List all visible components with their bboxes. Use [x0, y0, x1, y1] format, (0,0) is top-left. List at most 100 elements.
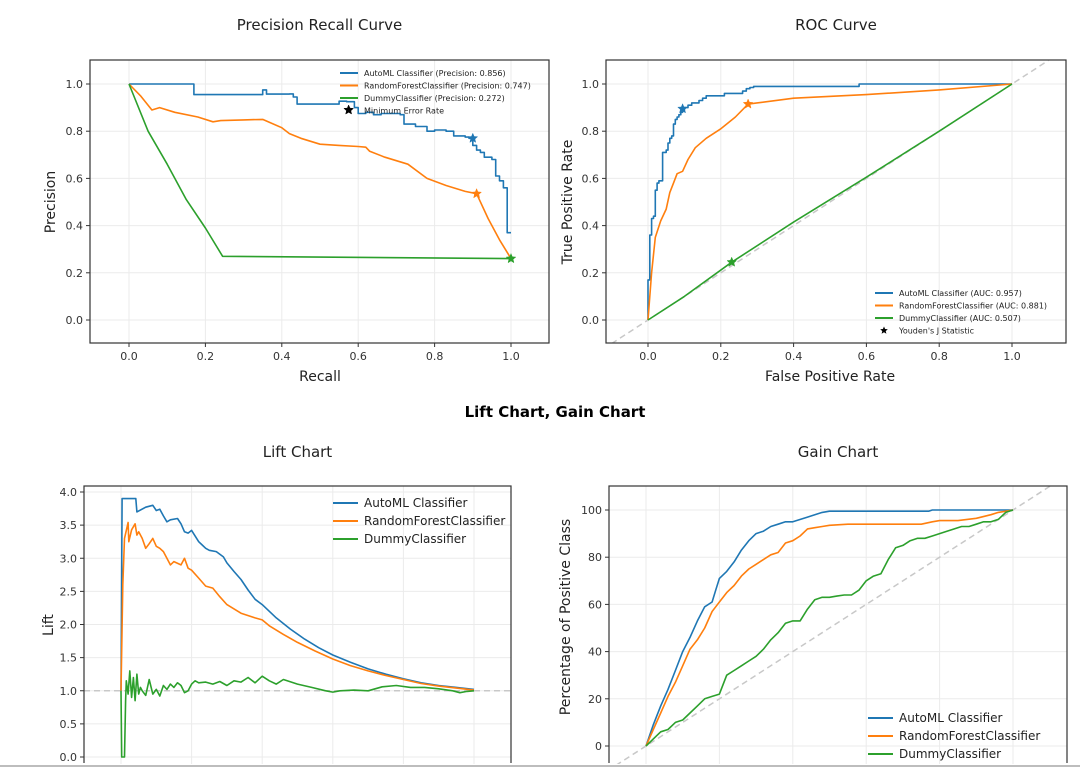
ytick-label: 0.4 — [582, 220, 600, 233]
y-axis-label: True Positive Rate — [560, 140, 576, 266]
series-line-automl — [120, 497, 475, 691]
bottom-divider — [0, 765, 1080, 767]
legend-label: AutoML Classifier — [899, 711, 1003, 725]
ytick-label: 0.2 — [582, 267, 600, 280]
chart-title: Gain Chart — [798, 443, 879, 461]
legend-label: RandomForestClassifier (AUC: 0.881) — [899, 301, 1047, 310]
ytick-label: 0.0 — [60, 751, 78, 764]
chart-title: Lift Chart — [263, 443, 333, 461]
legend-label: Youden's J Statistic — [898, 326, 974, 335]
ytick-label: 4.0 — [60, 486, 78, 499]
series-line-random-forest — [645, 509, 1014, 747]
legend-label: DummyClassifier — [899, 747, 1001, 761]
grid — [606, 60, 1066, 343]
legend-item: AutoML Classifier — [333, 496, 468, 510]
legend-label: AutoML Classifier (AUC: 0.957) — [899, 289, 1022, 298]
ytick-label: 3.5 — [60, 519, 78, 532]
gain-chart: Gain Chart 0 20 40 60 80 100 Percentage of Posi… — [558, 443, 1068, 764]
xtick-label: 0.0 — [639, 350, 657, 363]
legend-item: RandomForestClassifier (AUC: 0.881) — [875, 301, 1047, 310]
xtick-label: 0.6 — [349, 350, 367, 363]
lift-chart: Lift Chart 0.0 0.5 1.0 1.5 2.0 2.5 3.0 3.5 4.0 Lif… — [41, 443, 512, 764]
ytick-label: 0.8 — [66, 125, 84, 138]
xtick-label: 0.6 — [858, 350, 876, 363]
ytick-label: 1.0 — [582, 78, 600, 91]
ytick-label: 2.0 — [60, 619, 78, 632]
legend-item: Youden's J Statistic — [880, 326, 974, 335]
legend-item: RandomForestClassifier — [868, 729, 1040, 743]
ytick-label: 3.0 — [60, 552, 78, 565]
chart-title: Precision Recall Curve — [237, 16, 402, 34]
xtick-label: 0.2 — [712, 350, 730, 363]
series-line-automl — [645, 509, 1013, 747]
star-marker-dummy — [726, 256, 738, 267]
series-group — [647, 83, 1013, 321]
legend-label: RandomForestClassifier — [899, 729, 1040, 743]
series-group — [128, 83, 512, 260]
star-marker-automl — [677, 103, 688, 114]
legend: AutoML Classifier (AUC: 0.957) RandomFore… — [875, 289, 1047, 335]
xtick-label: 0.2 — [197, 350, 215, 363]
legend-item: DummyClassifier — [868, 747, 1001, 761]
legend-star-icon — [345, 106, 353, 114]
legend-label: RandomForestClassifier (Precision: 0.747… — [364, 81, 531, 90]
series-group — [120, 497, 475, 758]
ytick-label: 60 — [588, 598, 602, 611]
star-marker-dummy — [505, 252, 517, 264]
plot-frame — [89, 59, 550, 344]
series-line-dummy — [128, 83, 512, 260]
legend-star-icon — [880, 326, 888, 334]
legend-item: RandomForestClassifier — [333, 514, 505, 528]
series-line-automl — [129, 83, 511, 234]
plot-frame — [83, 485, 512, 763]
plot-frame — [605, 59, 1067, 344]
legend-item: DummyClassifier — [333, 532, 466, 546]
xtick-label: 1.0 — [1003, 350, 1021, 363]
series-line-dummy — [647, 83, 1013, 321]
ytick-label: 0 — [595, 740, 602, 753]
xtick-label: 1.0 — [502, 350, 520, 363]
ytick-label: 1.5 — [60, 652, 78, 665]
legend: AutoML Classifier (Precision: 0.856) Rand… — [340, 69, 531, 115]
legend-label: Minimum Error Rate — [364, 106, 444, 115]
y-axis-label: Lift — [41, 614, 57, 636]
ytick-label: 0.8 — [582, 125, 600, 138]
legend-label: DummyClassifier (AUC: 0.507) — [899, 314, 1021, 323]
xtick-label: 0.8 — [426, 350, 444, 363]
ytick-label: 2.5 — [60, 585, 78, 598]
legend: AutoML Classifier RandomForestClassifier D… — [333, 496, 505, 546]
legend-item: AutoML Classifier — [868, 711, 1003, 725]
roc-chart: ROC Curve 0.0 0.2 0.4 0.6 0.8 1.0 0.0 0.2 0.4 0.6 0… — [560, 16, 1067, 385]
chart-title: ROC Curve — [795, 16, 877, 34]
series-line-random-forest — [128, 83, 512, 260]
ytick-label: 40 — [588, 646, 602, 659]
ytick-label: 0.6 — [66, 172, 84, 185]
ytick-label: 1.0 — [66, 78, 84, 91]
ytick-label: 20 — [588, 693, 602, 706]
legend-item: AutoML Classifier (Precision: 0.856) — [340, 69, 506, 78]
series-group — [645, 509, 1014, 747]
legend-label: AutoML Classifier — [364, 496, 468, 510]
xtick-label: 0.0 — [120, 350, 138, 363]
ytick-label: 1.0 — [60, 685, 78, 698]
legend-label: DummyClassifier (Precision: 0.272) — [364, 94, 505, 103]
ytick-label: 80 — [588, 551, 602, 564]
legend-item: DummyClassifier (Precision: 0.272) — [340, 94, 505, 103]
y-axis-label: Percentage of Positive Class — [558, 519, 574, 715]
reference-line — [616, 486, 1052, 764]
star-marker-automl — [467, 132, 479, 143]
legend-item: Minimum Error Rate — [345, 106, 444, 115]
xtick-label: 0.8 — [930, 350, 948, 363]
series-line-dummy — [645, 509, 1014, 747]
legend-label: AutoML Classifier (Precision: 0.856) — [364, 69, 506, 78]
ytick-label: 0.4 — [66, 220, 84, 233]
precision-recall-chart: Precision Recall Curve 0.0 0.2 0.4 0.6 0.8 1.0… — [43, 16, 550, 385]
x-axis-label: Recall — [299, 369, 341, 385]
series-line-random-forest — [120, 521, 475, 691]
star-marker-random-forest — [742, 98, 754, 109]
legend: AutoML Classifier RandomForestClassifier D… — [868, 711, 1040, 761]
y-axis-label: Precision — [43, 171, 59, 233]
grid — [609, 486, 1067, 764]
x-axis-label: False Positive Rate — [765, 369, 895, 385]
